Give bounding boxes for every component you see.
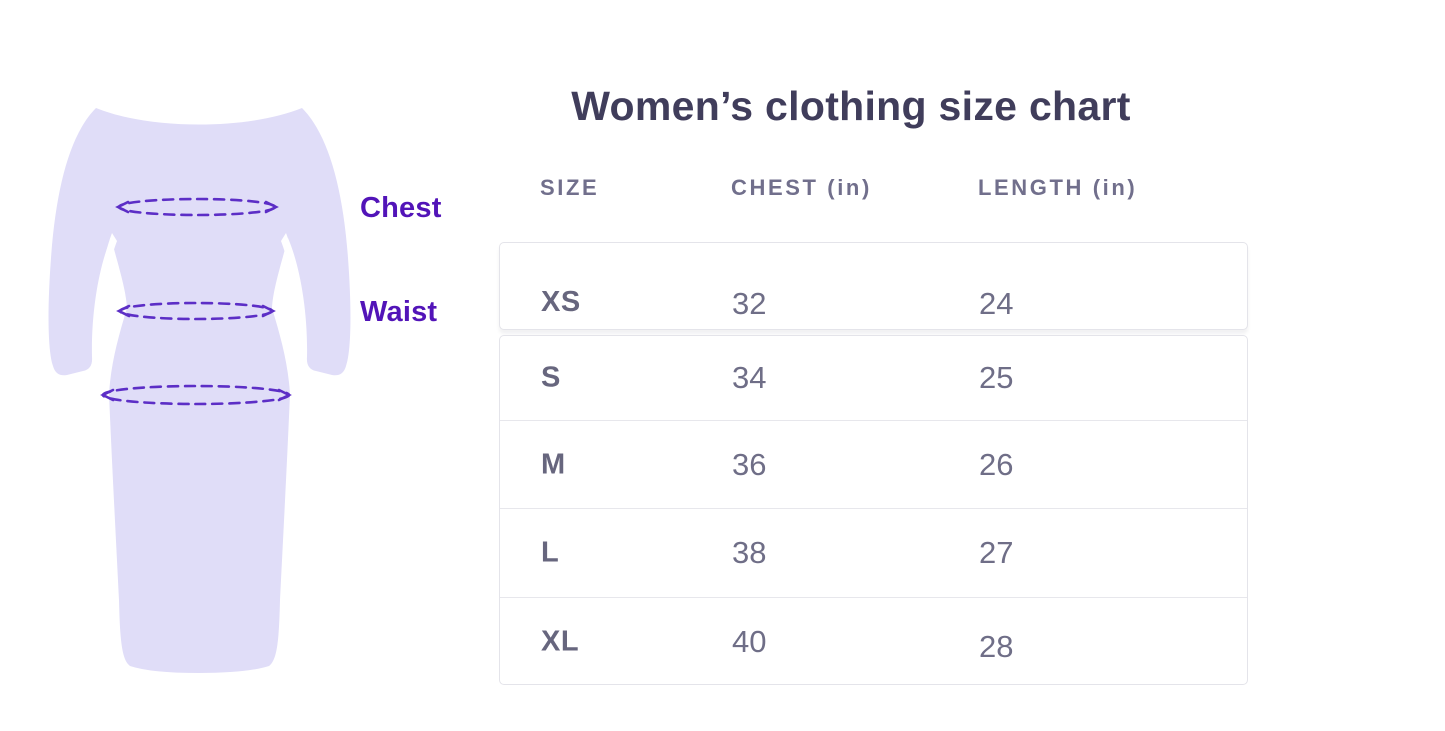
- table-row: M 36 26: [500, 420, 1247, 508]
- table-row: XS 32 24: [500, 243, 1247, 329]
- table-header-row: SIZE CHEST (in) LENGTH (in): [499, 175, 1248, 203]
- size-cell: XL: [541, 625, 580, 658]
- page-title: Women’s clothing size chart: [571, 83, 1131, 129]
- table-body-box: S 34 25 M 36 26 L 38 27 XL 40 28: [499, 335, 1248, 685]
- length-cell: 25: [979, 360, 1014, 395]
- chest-measurement-ellipse: [115, 197, 279, 217]
- table-row: XL 40 28: [500, 597, 1247, 686]
- size-cell: XS: [541, 286, 581, 318]
- table-row: L 38 27: [500, 508, 1247, 597]
- chest-cell: 40: [732, 624, 767, 659]
- waist-measurement-ellipse: [116, 301, 276, 321]
- size-cell: S: [541, 361, 561, 394]
- hip-measurement-ellipse: [100, 384, 292, 406]
- waist-label: Waist: [360, 296, 438, 328]
- length-cell: 26: [979, 446, 1014, 482]
- chest-cell: 34: [732, 360, 767, 395]
- column-header-length: LENGTH (in): [978, 175, 1138, 200]
- column-header-chest: CHEST (in): [731, 175, 872, 200]
- chest-cell: 32: [732, 286, 767, 321]
- left-sleeve-seam: [94, 233, 117, 361]
- length-cell: 27: [979, 535, 1014, 570]
- chest-cell: 38: [732, 535, 767, 570]
- length-cell: 28: [979, 629, 1014, 664]
- column-header-size: SIZE: [540, 175, 600, 200]
- size-cell: M: [541, 448, 566, 480]
- table-row: S 34 25: [500, 336, 1247, 420]
- size-cell: L: [541, 536, 560, 569]
- chest-cell: 36: [732, 446, 767, 482]
- length-cell: 24: [979, 286, 1014, 321]
- dress-silhouette: [48, 108, 351, 673]
- dress-illustration: [48, 108, 351, 673]
- right-sleeve-seam: [281, 233, 304, 361]
- chest-label: Chest: [360, 192, 442, 224]
- table-first-row-box: XS 32 24: [499, 242, 1248, 330]
